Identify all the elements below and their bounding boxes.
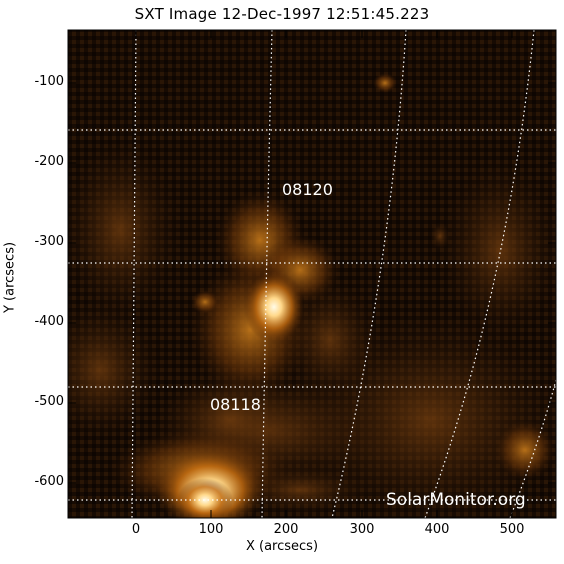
y-tick-label: -200 bbox=[34, 154, 64, 169]
x-tick-label: 500 bbox=[499, 522, 525, 537]
x-tick-label: 0 bbox=[131, 522, 141, 537]
y-tick-label: -400 bbox=[34, 314, 64, 329]
x-tick-label: 300 bbox=[349, 522, 375, 537]
y-tick-label: -300 bbox=[34, 234, 64, 249]
x-tick-label: 100 bbox=[198, 522, 224, 537]
y-tick-label: -600 bbox=[34, 474, 64, 489]
y-tick-label: -500 bbox=[34, 394, 64, 409]
y-tick-label: -100 bbox=[34, 74, 64, 89]
x-axis-label: X (arcsecs) bbox=[245, 539, 319, 554]
axis-ticks bbox=[68, 30, 556, 518]
x-tick-label: 200 bbox=[273, 522, 299, 537]
region-label-08120: 08120 bbox=[282, 180, 333, 199]
image-title: SXT Image 12-Dec-1997 12:51:45.223 bbox=[134, 5, 430, 23]
region-label-08118: 08118 bbox=[210, 395, 261, 414]
plot-frame bbox=[67, 29, 557, 519]
watermark: SolarMonitor.org bbox=[386, 490, 526, 510]
y-axis-label: Y (arcsecs) bbox=[2, 241, 18, 314]
heliographic-grid bbox=[68, 30, 556, 518]
x-tick-label: 400 bbox=[424, 522, 450, 537]
sun-emission bbox=[68, 73, 556, 518]
